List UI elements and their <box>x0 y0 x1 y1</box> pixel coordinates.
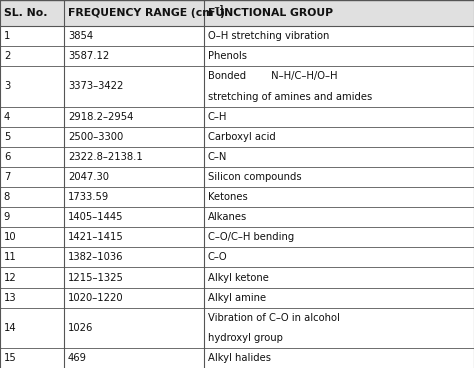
Text: 1382–1036: 1382–1036 <box>68 252 123 262</box>
Bar <box>0 127 474 147</box>
Bar <box>0 107 474 127</box>
Bar <box>0 268 474 287</box>
Text: 469: 469 <box>68 353 87 363</box>
Text: 8: 8 <box>4 192 10 202</box>
Text: 1: 1 <box>4 31 10 41</box>
Text: SL. No.: SL. No. <box>4 8 47 18</box>
Bar <box>0 46 474 66</box>
Text: Carboxyl acid: Carboxyl acid <box>208 132 275 142</box>
Text: 13: 13 <box>4 293 17 302</box>
Text: 9: 9 <box>4 212 10 222</box>
Text: 15: 15 <box>4 353 17 363</box>
Bar <box>0 308 474 348</box>
Text: C–N: C–N <box>208 152 227 162</box>
Text: FREQUENCY RANGE (cm: FREQUENCY RANGE (cm <box>68 8 213 18</box>
Bar <box>0 247 474 268</box>
Text: Alkyl ketone: Alkyl ketone <box>208 273 268 283</box>
Text: FUNCTIONAL GROUP: FUNCTIONAL GROUP <box>208 8 333 18</box>
Bar <box>0 0 474 26</box>
Bar <box>0 167 474 187</box>
Bar <box>0 287 474 308</box>
Text: 14: 14 <box>4 323 17 333</box>
Text: 11: 11 <box>4 252 17 262</box>
Bar <box>0 227 474 247</box>
Text: 2: 2 <box>4 51 10 61</box>
Text: 1405–1445: 1405–1445 <box>68 212 123 222</box>
Text: 2918.2–2954: 2918.2–2954 <box>68 112 133 122</box>
Text: stretching of amines and amides: stretching of amines and amides <box>208 92 372 102</box>
Text: 2500–3300: 2500–3300 <box>68 132 123 142</box>
Text: 1026: 1026 <box>68 323 93 333</box>
Text: −1: −1 <box>213 5 225 11</box>
Text: hydroxyl group: hydroxyl group <box>208 333 283 343</box>
Text: Silicon compounds: Silicon compounds <box>208 172 301 182</box>
Text: Phenols: Phenols <box>208 51 246 61</box>
Text: 10: 10 <box>4 232 17 242</box>
Text: C–O/C–H bending: C–O/C–H bending <box>208 232 294 242</box>
Bar <box>0 348 474 368</box>
Bar <box>0 26 474 46</box>
Text: C–O: C–O <box>208 252 227 262</box>
Text: 7: 7 <box>4 172 10 182</box>
Text: 5: 5 <box>4 132 10 142</box>
Text: 1020–1220: 1020–1220 <box>68 293 123 302</box>
Text: 4: 4 <box>4 112 10 122</box>
Text: 3: 3 <box>4 81 10 92</box>
Text: Alkyl amine: Alkyl amine <box>208 293 266 302</box>
Bar <box>0 187 474 207</box>
Text: 2047.30: 2047.30 <box>68 172 109 182</box>
Text: 2322.8–2138.1: 2322.8–2138.1 <box>68 152 143 162</box>
Text: 12: 12 <box>4 273 17 283</box>
Text: 1733.59: 1733.59 <box>68 192 109 202</box>
Text: Ketones: Ketones <box>208 192 247 202</box>
Bar <box>0 207 474 227</box>
Text: Vibration of C–O in alcohol: Vibration of C–O in alcohol <box>208 313 339 323</box>
Bar <box>0 147 474 167</box>
Text: Bonded        N–H/C–H/O–H: Bonded N–H/C–H/O–H <box>208 71 337 81</box>
Text: 1215–1325: 1215–1325 <box>68 273 124 283</box>
Bar <box>0 66 474 107</box>
Text: 3854: 3854 <box>68 31 93 41</box>
Text: 6: 6 <box>4 152 10 162</box>
Text: ): ) <box>219 8 224 18</box>
Text: Alkyl halides: Alkyl halides <box>208 353 271 363</box>
Text: 3373–3422: 3373–3422 <box>68 81 123 92</box>
Text: C–H: C–H <box>208 112 227 122</box>
Text: 1421–1415: 1421–1415 <box>68 232 124 242</box>
Text: 3587.12: 3587.12 <box>68 51 109 61</box>
Text: Alkanes: Alkanes <box>208 212 247 222</box>
Text: O–H stretching vibration: O–H stretching vibration <box>208 31 329 41</box>
